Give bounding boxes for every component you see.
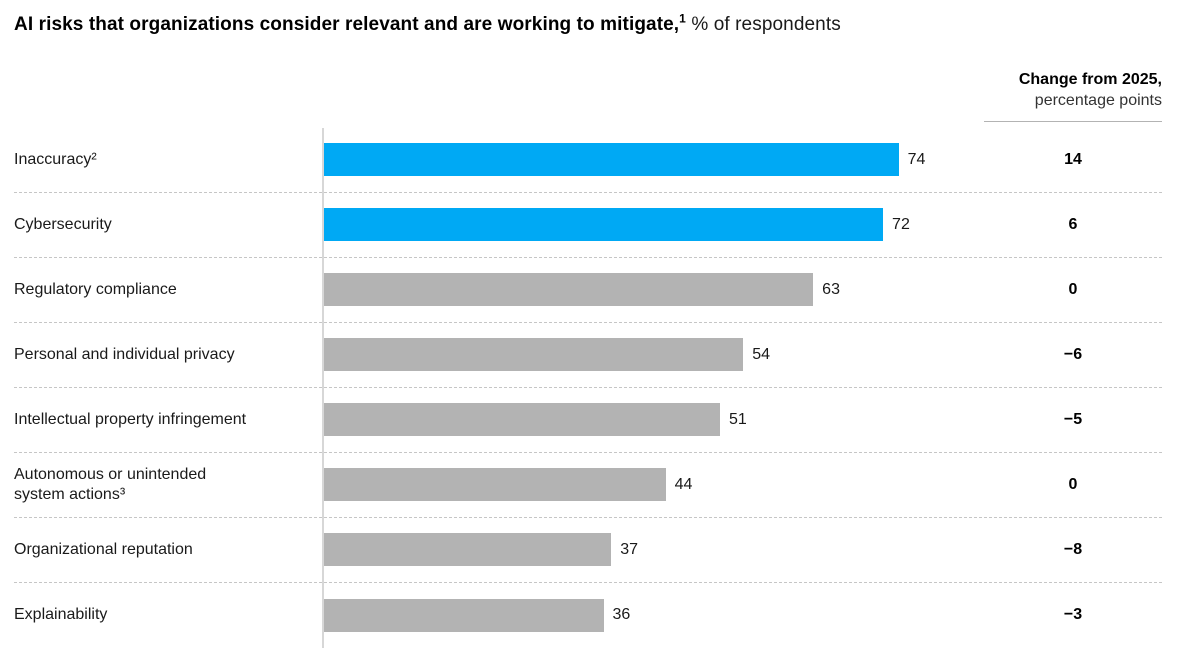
change-value: −6 — [1063, 345, 1083, 363]
category-label: Cybersecurity — [14, 215, 112, 233]
title-footnote-1: 1 — [679, 11, 686, 26]
chart-row: Regulatory compliance 63 0 — [14, 258, 1162, 323]
bar-value: 37 — [620, 540, 639, 558]
chart-title-units: % of respondents — [685, 14, 841, 35]
chart-rows: Inaccuracy² 74 14 Cybersecurity 72 6 Reg… — [14, 128, 1162, 648]
change-value: 14 — [1064, 150, 1082, 168]
change-value: −3 — [1063, 606, 1083, 624]
bar-cell: 63 — [322, 273, 984, 307]
bar — [324, 143, 899, 177]
bar-chart: Inaccuracy² 74 14 Cybersecurity 72 6 Reg… — [14, 127, 1162, 648]
bar-cell: 36 — [322, 598, 984, 632]
chart-row: Cybersecurity 72 6 — [14, 193, 1162, 258]
bar-cell: 51 — [322, 403, 984, 437]
bar-cell: 72 — [322, 208, 984, 242]
chart-row: Organizational reputation 37 −8 — [14, 518, 1162, 583]
bar-column-spacer — [322, 70, 984, 122]
change-header-line2: percentage points — [1034, 91, 1162, 109]
bar — [324, 208, 884, 242]
category-label: Organizational reputation — [14, 540, 193, 558]
bar-value: 51 — [729, 410, 747, 428]
category-label: Autonomous or unintended system actions³ — [14, 465, 207, 503]
bar-value: 36 — [612, 606, 631, 624]
bar — [324, 598, 604, 632]
category-label: Personal and individual privacy — [14, 345, 235, 363]
chart-row: Personal and individual privacy 54 −6 — [14, 323, 1162, 388]
bar-value: 44 — [674, 475, 693, 493]
change-value: 0 — [1068, 280, 1078, 298]
bar-value: 63 — [822, 280, 840, 298]
bar — [324, 533, 612, 567]
bar — [324, 468, 666, 502]
bar — [324, 273, 814, 307]
bar-value: 74 — [907, 150, 926, 168]
bar — [324, 338, 744, 372]
change-value: 0 — [1068, 475, 1078, 493]
category-label: Explainability — [14, 606, 108, 624]
change-value: −8 — [1063, 540, 1083, 558]
bar-cell: 44 — [322, 468, 984, 502]
chart-row: Intellectual property infringement 51 −5 — [14, 388, 1162, 453]
bar-value: 54 — [752, 345, 771, 363]
axis-baseline — [322, 127, 324, 648]
bar — [324, 403, 720, 437]
chart-row: Autonomous or unintended system actions³… — [14, 453, 1162, 518]
change-value: −5 — [1063, 410, 1083, 428]
chart-title-bold: AI risks that organizations consider rel… — [14, 14, 680, 35]
category-label: Inaccuracy² — [14, 150, 97, 168]
bar-cell: 54 — [322, 338, 984, 372]
chart-row: Explainability 36 −3 — [14, 583, 1162, 648]
column-header-row: Change from 2025, percentage points — [14, 70, 1162, 122]
change-column-header: Change from 2025, percentage points — [984, 70, 1162, 122]
change-value: 6 — [1068, 215, 1078, 233]
change-header-line1: Change from 2025, — [1018, 71, 1162, 88]
bar-cell: 37 — [322, 533, 984, 567]
category-label: Intellectual property infringement — [14, 410, 247, 428]
label-column-spacer — [14, 70, 322, 122]
bar-value: 72 — [892, 215, 910, 233]
chart-row: Inaccuracy² 74 14 — [14, 128, 1162, 193]
chart-title: AI risks that organizations consider rel… — [14, 11, 1162, 36]
category-label: Regulatory compliance — [14, 280, 177, 298]
bar-cell: 74 — [322, 143, 984, 177]
